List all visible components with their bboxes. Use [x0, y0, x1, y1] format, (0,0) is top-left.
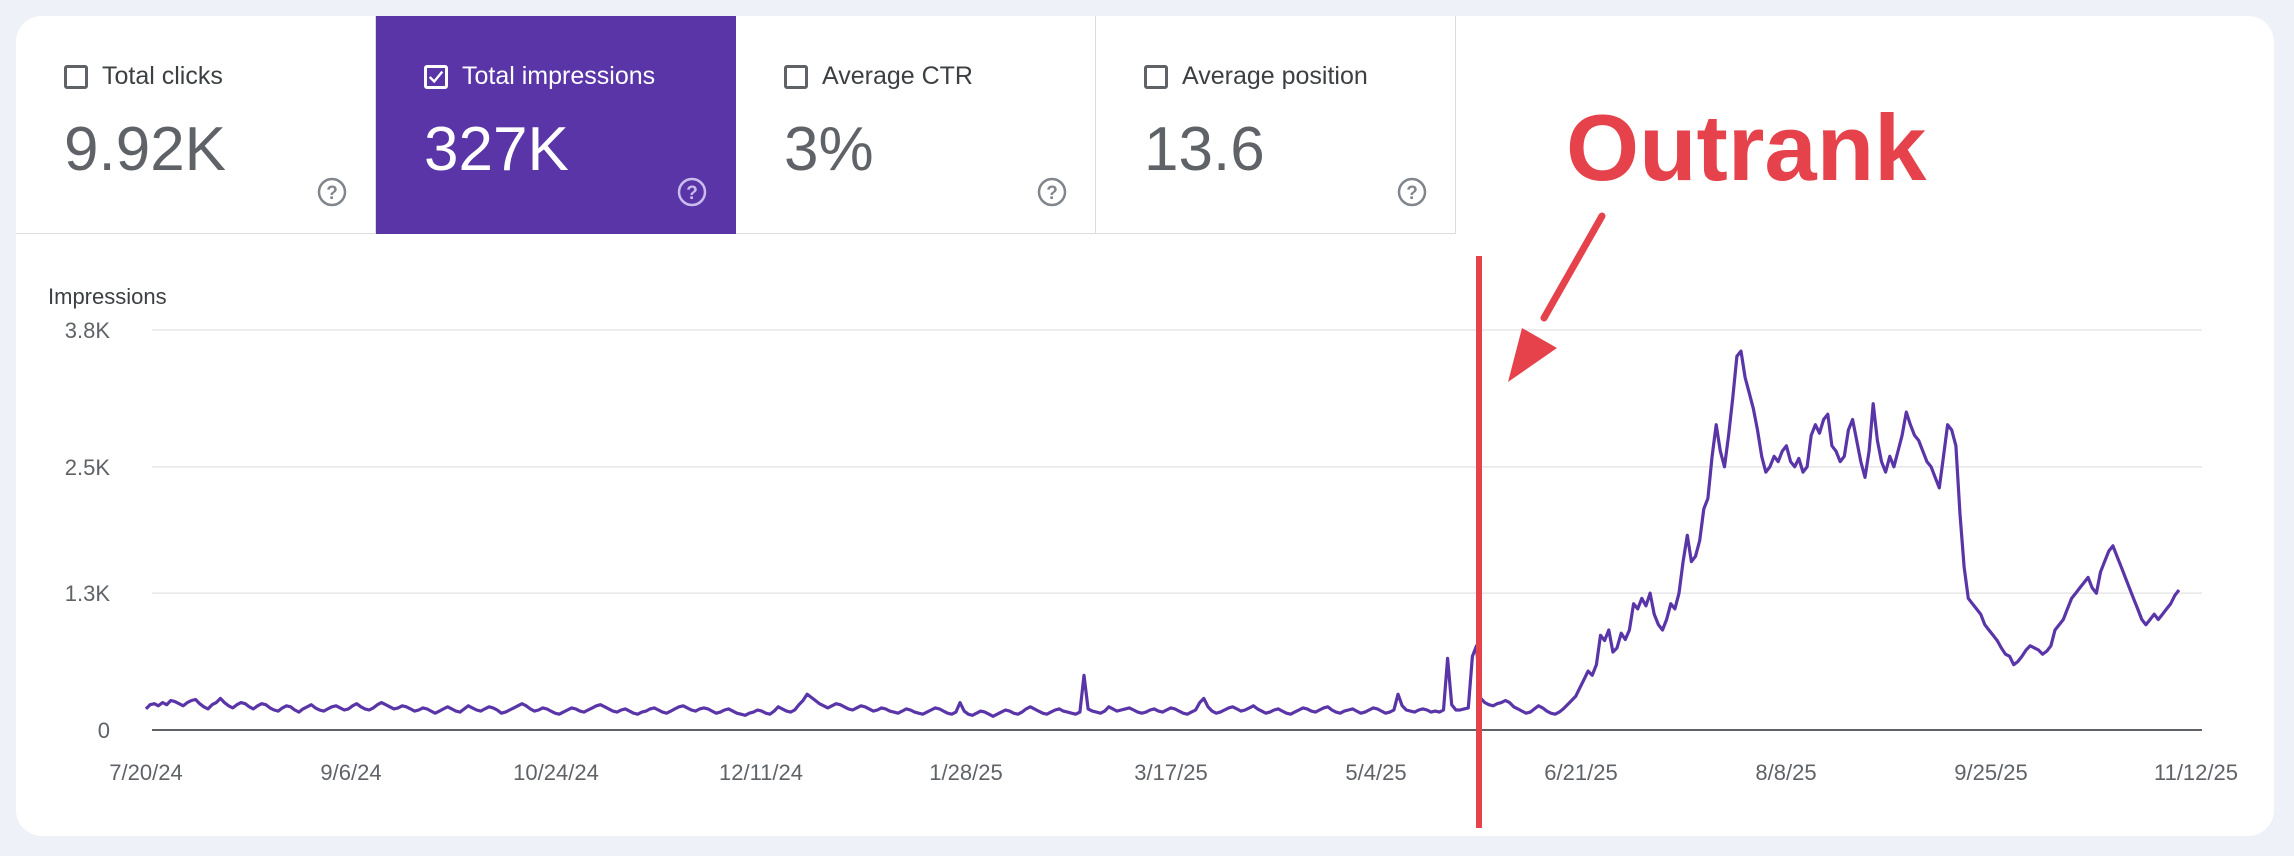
tile-label: Average CTR — [822, 62, 973, 90]
help-icon[interactable]: ? — [1396, 176, 1428, 208]
x-tick-label: 3/17/25 — [1134, 760, 1207, 785]
x-tick-label: 8/8/25 — [1755, 760, 1816, 785]
outrank-annotation: Outrank — [1566, 95, 1927, 200]
x-tick-label: 6/21/25 — [1544, 760, 1617, 785]
impressions-series-line — [144, 349, 2181, 718]
impressions-chart: Impressions 0 1.3K 2.5K 3.8K 7/20/24 9/6/24 1… — [48, 212, 2238, 828]
checkbox-icon[interactable] — [784, 64, 808, 89]
tile-value: 3% — [784, 115, 874, 184]
x-tick-label: 1/28/25 — [929, 760, 1002, 785]
tile-label: Total clicks — [102, 62, 223, 90]
x-tick-label: 7/20/24 — [109, 760, 182, 785]
performance-card: Impressions 0 1.3K 2.5K 3.8K 7/20/24 9/6/24 1… — [16, 16, 2274, 836]
svg-text:?: ? — [326, 183, 338, 204]
tile-label: Average position — [1182, 62, 1368, 90]
y-tick-label: 0 — [98, 718, 110, 743]
x-tick-label: 10/24/24 — [513, 760, 599, 785]
y-tick-label: 3.8K — [65, 318, 111, 343]
y-tick-label: 2.5K — [65, 455, 111, 480]
svg-text:?: ? — [1406, 183, 1418, 204]
help-icon[interactable]: ? — [316, 176, 348, 208]
tile-label: Total impressions — [462, 62, 656, 90]
metric-tiles: Total clicks 9.92K ? Total impressions 3… — [16, 16, 1456, 234]
tile-value: 13.6 — [1144, 115, 1265, 184]
tile-average-position[interactable]: Average position 13.6 ? — [1096, 16, 1456, 234]
checkbox-icon[interactable] — [64, 64, 88, 89]
outrank-arrow — [1508, 212, 1606, 382]
checkbox-icon[interactable] — [1144, 64, 1168, 89]
tile-average-ctr[interactable]: Average CTR 3% ? — [736, 16, 1096, 234]
help-icon[interactable]: ? — [676, 176, 708, 208]
tile-total-impressions[interactable]: Total impressions 327K ? — [376, 16, 736, 234]
y-tick-label: 1.3K — [65, 581, 111, 606]
x-tick-label: 9/25/25 — [1954, 760, 2027, 785]
tile-total-clicks[interactable]: Total clicks 9.92K ? — [16, 16, 376, 234]
x-tick-label: 9/6/24 — [320, 760, 381, 785]
x-tick-label: 12/11/24 — [719, 760, 803, 785]
x-tick-label: 5/4/25 — [1345, 760, 1406, 785]
svg-text:?: ? — [1046, 183, 1058, 204]
x-tick-label: 11/12/25 — [2154, 760, 2238, 785]
tile-value: 327K — [424, 115, 569, 184]
svg-text:?: ? — [686, 183, 698, 204]
checkbox-checked-icon[interactable] — [424, 64, 448, 89]
tile-value: 9.92K — [64, 115, 227, 184]
y-axis-title: Impressions — [48, 284, 167, 309]
help-icon[interactable]: ? — [1036, 176, 1068, 208]
